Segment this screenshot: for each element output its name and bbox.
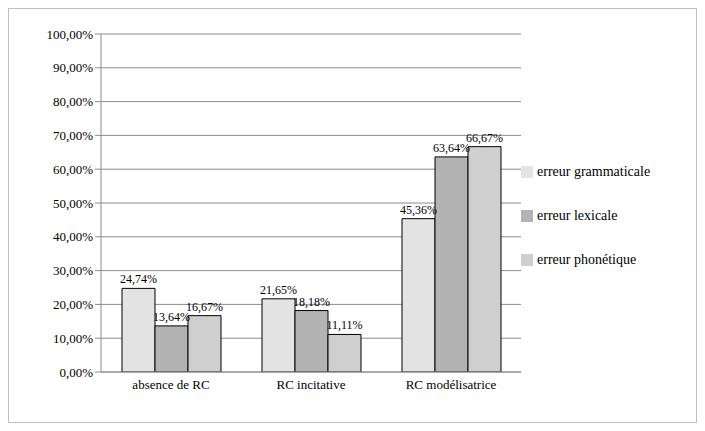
html-text:erreur lexicale: erreur lexicale <box>537 207 618 223</box>
svg-text:45,36%: 45,36% <box>400 203 437 217</box>
svg-text:11,11%: 11,11% <box>326 318 362 332</box>
svg-text:60,00%: 60,00% <box>53 162 93 177</box>
svg-text:0,00%: 0,00% <box>59 365 93 380</box>
svg-text:50,00%: 50,00% <box>53 196 93 211</box>
svg-text:13,64%: 13,64% <box>153 310 190 324</box>
svg-text:16,67%: 16,67% <box>186 300 223 314</box>
svg-text:100,00%: 100,00% <box>46 27 93 42</box>
svg-text:40,00%: 40,00% <box>53 229 93 244</box>
svg-text:66,67%: 66,67% <box>466 131 503 145</box>
html-text:erreur grammaticale: erreur grammaticale <box>537 163 651 179</box>
svg-text:24,74%: 24,74% <box>120 272 157 286</box>
svg-text:21,65%: 21,65% <box>260 283 297 297</box>
svg-text:63,64%: 63,64% <box>433 141 470 155</box>
svg-text:90,00%: 90,00% <box>53 60 93 75</box>
svg-text:10,00%: 10,00% <box>53 331 93 346</box>
svg-text:80,00%: 80,00% <box>53 94 93 109</box>
svg-text:70,00%: 70,00% <box>53 128 93 143</box>
svg-text:absence de RC: absence de RC <box>132 377 209 392</box>
svg-text:30,00%: 30,00% <box>53 263 93 278</box>
svg-text:RC modélisatrice: RC modélisatrice <box>406 377 497 392</box>
svg-text:18,18%: 18,18% <box>293 295 330 309</box>
svg-text:RC incitative: RC incitative <box>277 377 346 392</box>
html-text:erreur phonétique: erreur phonétique <box>537 251 637 267</box>
svg-text:20,00%: 20,00% <box>53 297 93 312</box>
